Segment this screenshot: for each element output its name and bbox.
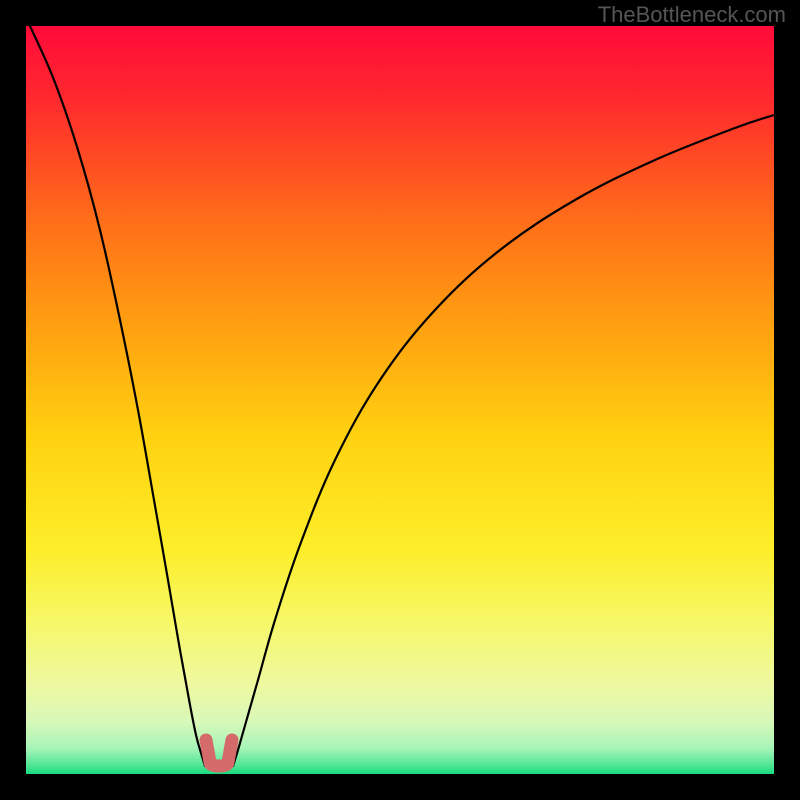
valley-marker <box>26 26 774 774</box>
valley-u-path <box>206 740 232 766</box>
watermark-text: TheBottleneck.com <box>598 2 786 28</box>
chart-frame: TheBottleneck.com <box>0 0 800 800</box>
plot-area <box>26 26 774 774</box>
